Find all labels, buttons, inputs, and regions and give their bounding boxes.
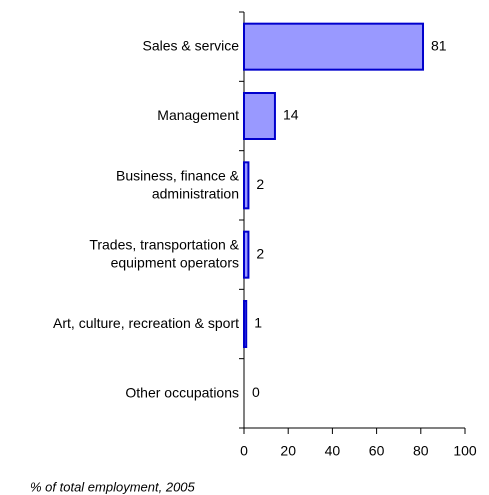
bar <box>243 230 250 279</box>
value-label: 2 <box>256 176 264 192</box>
x-tick-label: 40 <box>325 443 341 459</box>
y-tick-label: Art, culture, recreation & sport <box>53 315 239 331</box>
bar <box>243 300 248 348</box>
bar <box>243 161 250 210</box>
bar <box>243 22 425 71</box>
x-tick-label: 60 <box>369 443 385 459</box>
x-tick-label: 0 <box>240 443 248 459</box>
bar <box>243 92 276 140</box>
x-tick-label: 80 <box>413 443 429 459</box>
y-tick-label: Sales & service <box>143 37 240 53</box>
y-tick-label: Business, finance & administration <box>116 167 240 201</box>
y-tick-label: Management <box>157 107 239 123</box>
value-label: 2 <box>256 245 264 261</box>
y-tick-label: Trades, transportation & equipment operat… <box>89 236 239 270</box>
x-tick-label: 20 <box>280 443 296 459</box>
value-label: 81 <box>431 37 447 53</box>
value-label: 1 <box>254 315 262 331</box>
note: % of total employment, 2005 <box>30 479 196 494</box>
value-label: 14 <box>283 107 299 123</box>
y-tick-label: Other occupations <box>125 384 239 400</box>
x-tick-label: 100 <box>453 443 477 459</box>
value-label: 0 <box>252 384 260 400</box>
